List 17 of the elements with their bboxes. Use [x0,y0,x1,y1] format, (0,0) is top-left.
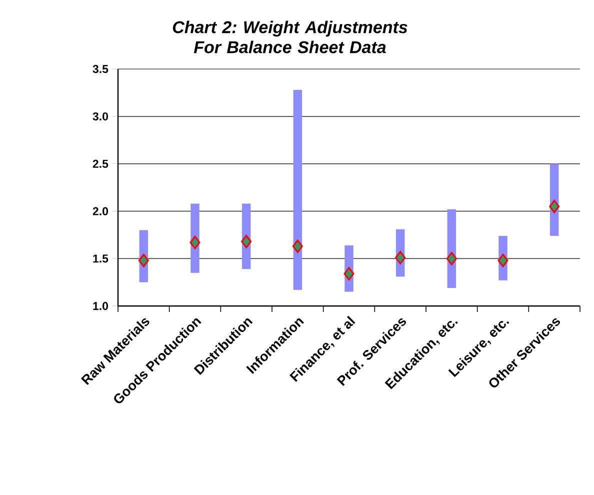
y-tick-label: 2.5 [92,160,108,168]
point [241,234,252,248]
point [498,254,508,268]
y-tick-label: 3.5 [92,64,108,74]
point [344,267,354,281]
y-tick-label: 1.5 [93,254,108,263]
point [395,250,406,264]
y-tick-label: 2.0 [92,207,108,216]
point [292,240,303,254]
bar [293,90,302,290]
point [138,254,149,268]
y-tick-label: 1.0 [93,302,108,310]
chart-title: Chart 2: Weight Adjustments For Balance Sheet Data [172,20,408,54]
y-tick-label: 3.0 [92,112,108,120]
point [446,252,457,266]
point [190,236,200,250]
point [549,200,560,214]
